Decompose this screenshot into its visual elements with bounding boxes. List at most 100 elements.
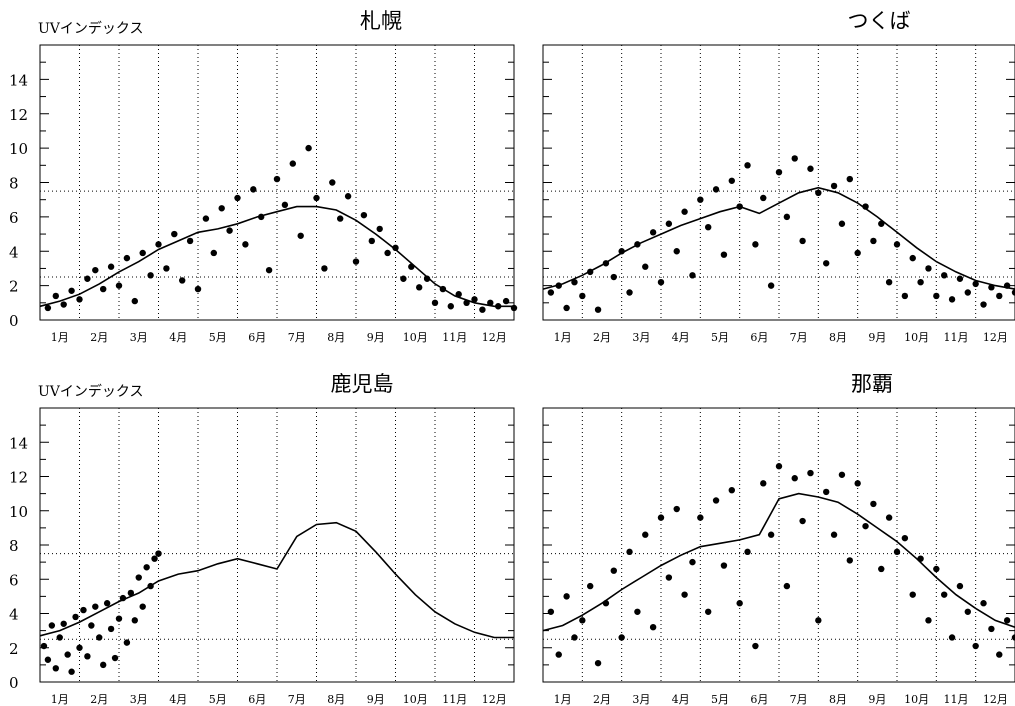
data-point [80,606,87,614]
data-point [587,268,594,276]
x-tick-label: 4月 [169,331,187,344]
data-point [571,634,578,641]
data-point [807,165,814,172]
y-axis-label: UVインデックス [38,383,144,400]
y-tick-label: 6 [9,571,19,589]
data-point [634,241,641,248]
data-point [103,600,111,607]
data-point [838,471,846,478]
data-point [681,208,688,215]
series-line-average [39,205,514,308]
data-point [964,608,971,615]
x-tick-label: 7月 [790,331,808,344]
x-tick-label: 2月 [593,693,611,706]
data-point [948,296,956,303]
data-point [799,237,806,245]
data-point [563,304,570,312]
x-tick-label: 9月 [868,331,886,344]
data-point [147,582,154,590]
data-point [996,292,1003,300]
data-point [352,258,360,265]
data-point [846,175,853,183]
data-point [1011,634,1015,641]
data-point [423,275,431,282]
data-point [463,299,470,307]
data-point [68,287,75,294]
data-point [618,634,625,641]
chart-panel-2: 鹿児島 UVインデックス 0 2 4 6 8 10 12 14 1月 2月 3月 4月 5月 6月 7月 8月 9月… [9,372,515,706]
data-point [673,248,680,255]
data-point [783,213,791,221]
data-point [455,291,462,298]
data-point [712,497,720,504]
x-tick-label: 3月 [130,331,148,344]
data-point [155,241,162,248]
data-point [941,591,948,598]
data-point [705,223,712,231]
data-point [649,624,657,631]
data-point [626,548,633,556]
data-point [194,285,202,293]
data-point [547,608,555,615]
data-point [909,591,916,598]
data-point [767,531,775,538]
y-tick-label: 2 [9,640,19,658]
chart-title: 鹿児島 [331,372,394,396]
data-point [626,289,633,296]
data-point [720,251,728,258]
data-point [179,277,186,284]
data-point [665,574,673,581]
data-point [893,241,901,248]
data-point [775,463,783,470]
data-point [131,617,138,624]
y-tick-label: 12 [9,106,28,124]
data-point [610,567,617,574]
x-tick-label: 10月 [904,693,929,706]
data-point [107,625,115,633]
data-point [689,558,696,566]
data-point [673,505,680,513]
x-tick-label: 1月 [51,693,69,706]
data-point [495,303,502,310]
x-tick-label: 6月 [750,331,768,344]
data-point [171,230,178,238]
data-point [273,175,281,183]
x-tick-label: 1月 [554,331,572,344]
data-point [988,625,995,633]
data-point [760,480,767,487]
y-tick-label: 6 [9,209,19,227]
data-point [571,278,578,286]
data-point [925,617,932,624]
x-tick-label: 12月 [482,331,507,344]
data-point [258,213,265,221]
x-tick-label: 1月 [51,331,69,344]
data-point [242,241,249,248]
data-point [368,237,375,245]
data-point [791,475,798,482]
data-point [988,284,995,291]
y-tick-label: 8 [9,537,19,555]
x-tick-label: 6月 [750,693,768,706]
data-point [728,177,735,184]
x-tick-label: 8月 [327,693,345,706]
data-point [665,220,673,227]
data-point [980,301,987,308]
data-point [642,531,649,538]
data-point [657,514,665,521]
data-point [791,155,798,162]
x-tick-label: 2月 [90,331,108,344]
data-point [392,244,399,252]
data-point [218,205,225,212]
data-point [416,284,423,291]
x-tick-label: 2月 [90,693,108,706]
data-point [107,263,115,270]
data-point [996,651,1003,658]
x-tick-label: 8月 [829,693,847,706]
data-point [100,285,107,293]
data-point [870,237,877,245]
y-tick-label: 10 [9,140,28,158]
x-tick-label: 11月 [944,331,969,344]
data-point [744,548,751,556]
data-point [48,622,56,629]
